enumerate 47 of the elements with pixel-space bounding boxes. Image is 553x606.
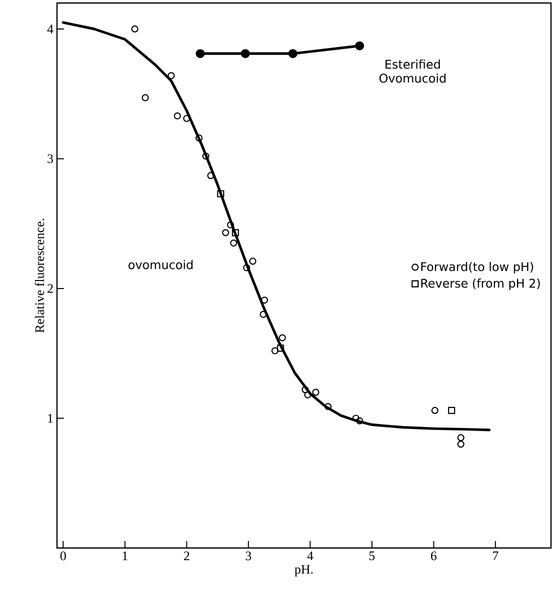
annotation: Esterified Ovomucoid	[379, 60, 446, 83]
x-tick-label: 7	[493, 552, 498, 560]
y-tick-label: 2	[48, 284, 53, 293]
legend-label: Reverse (from pH 2)	[421, 278, 540, 290]
x-tick-label: 4	[307, 552, 314, 560]
point	[431, 406, 438, 414]
y-tick-label: 1	[48, 414, 53, 423]
x-tick-label: 2	[184, 552, 190, 560]
point	[131, 25, 138, 32]
point	[457, 434, 464, 442]
point	[243, 264, 250, 272]
point	[202, 152, 210, 160]
point	[457, 440, 464, 448]
point	[260, 310, 267, 318]
point	[230, 240, 238, 247]
x-tick-label: 1	[122, 552, 128, 560]
annotation: ovomucoid	[128, 260, 193, 270]
point	[232, 229, 239, 236]
point	[226, 221, 234, 228]
point	[260, 296, 268, 304]
point	[288, 49, 298, 58]
point	[217, 190, 224, 198]
y-tick-label: 4	[47, 24, 54, 34]
point	[183, 114, 190, 122]
x-tick-label: 5	[369, 552, 375, 560]
x-tick-label: 6	[431, 552, 437, 560]
point	[196, 49, 205, 58]
x-tick-label: 0	[60, 552, 66, 560]
point	[324, 403, 332, 410]
point	[174, 112, 181, 120]
point	[448, 406, 456, 414]
point	[355, 41, 364, 50]
legend-label: Forward(to low pH)	[421, 262, 534, 274]
x-tick-label: 3	[246, 552, 252, 560]
point	[278, 334, 286, 342]
point	[240, 49, 250, 58]
point	[249, 258, 256, 265]
point	[195, 134, 203, 142]
x-axis-title: pH.	[294, 565, 313, 576]
point	[142, 94, 149, 102]
point	[222, 229, 230, 236]
y-axis-title: Relative fluorescence.	[34, 218, 44, 333]
point	[356, 417, 364, 424]
point	[207, 172, 214, 180]
y-tick-label: 3	[48, 154, 53, 164]
point	[168, 72, 175, 80]
point	[312, 388, 320, 396]
